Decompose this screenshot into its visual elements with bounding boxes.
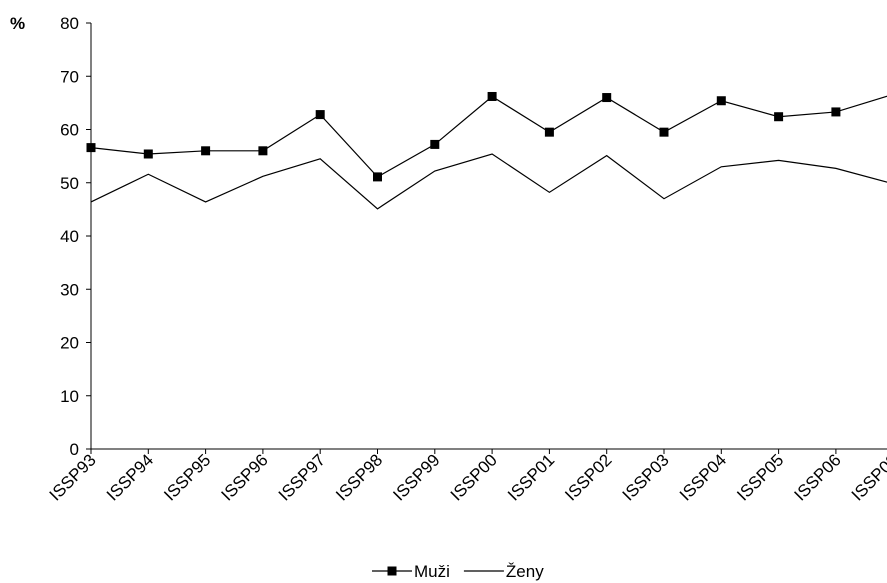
y-tick-label: 0 [70, 440, 79, 459]
x-tick-label: ISSP98 [332, 450, 386, 504]
y-axis-label: % [10, 14, 25, 33]
axes [90, 23, 887, 450]
x-tick-label: ISSP06 [791, 450, 845, 504]
x-tick-label: ISSP08 [848, 450, 887, 504]
y-tick-label: 30 [60, 280, 79, 299]
x-axis-ticks: ISSP93 ISSP94 ISSP95 ISSP96 ISSP97 ISSP98 ISSP… [46, 449, 887, 505]
data-point-muzi [831, 107, 841, 117]
y-axis-ticks: 0 10 20 30 40 50 60 70 80 [60, 14, 91, 459]
x-tick-label: ISSP99 [389, 450, 443, 504]
legend-marker-muzi [387, 566, 397, 576]
y-tick-label: 20 [60, 334, 79, 353]
x-tick-label: ISSP01 [504, 450, 558, 504]
data-point-muzi [487, 91, 497, 101]
plot-area [86, 91, 887, 210]
data-point-muzi [430, 139, 440, 149]
y-tick-label: 70 [60, 67, 79, 86]
data-point-muzi [258, 146, 268, 156]
data-point-muzi [143, 149, 153, 159]
x-tick-label: ISSP04 [676, 450, 730, 504]
y-tick-label: 60 [60, 121, 79, 140]
data-point-muzi [201, 146, 211, 156]
y-tick-label: 40 [60, 227, 79, 246]
y-tick-label: 50 [60, 174, 79, 193]
x-tick-label: ISSP94 [103, 450, 157, 504]
legend: Muži Ženy [372, 562, 544, 581]
x-tick-label: ISSP03 [619, 450, 673, 504]
series-line-zeny [90, 153, 887, 210]
data-point-muzi [659, 127, 669, 137]
x-tick-label: ISSP00 [447, 450, 501, 504]
y-tick-label: 10 [60, 387, 79, 406]
data-point-muzi [86, 143, 96, 153]
series-line-muzi [90, 95, 887, 178]
data-point-muzi [544, 127, 554, 137]
legend-label-muzi: Muži [414, 562, 450, 581]
x-tick-label: ISSP95 [160, 450, 214, 504]
x-tick-label: ISSP97 [275, 450, 329, 504]
data-point-muzi [315, 110, 325, 120]
data-point-muzi [373, 172, 382, 182]
y-tick-label: 80 [60, 14, 79, 33]
x-tick-label: ISSP96 [218, 450, 272, 504]
legend-label-zeny: Ženy [506, 562, 544, 581]
data-point-muzi [602, 93, 612, 103]
x-tick-label: ISSP05 [733, 450, 787, 504]
data-point-muzi [774, 112, 784, 122]
x-tick-label: ISSP02 [561, 450, 615, 504]
data-point-muzi [716, 96, 726, 106]
